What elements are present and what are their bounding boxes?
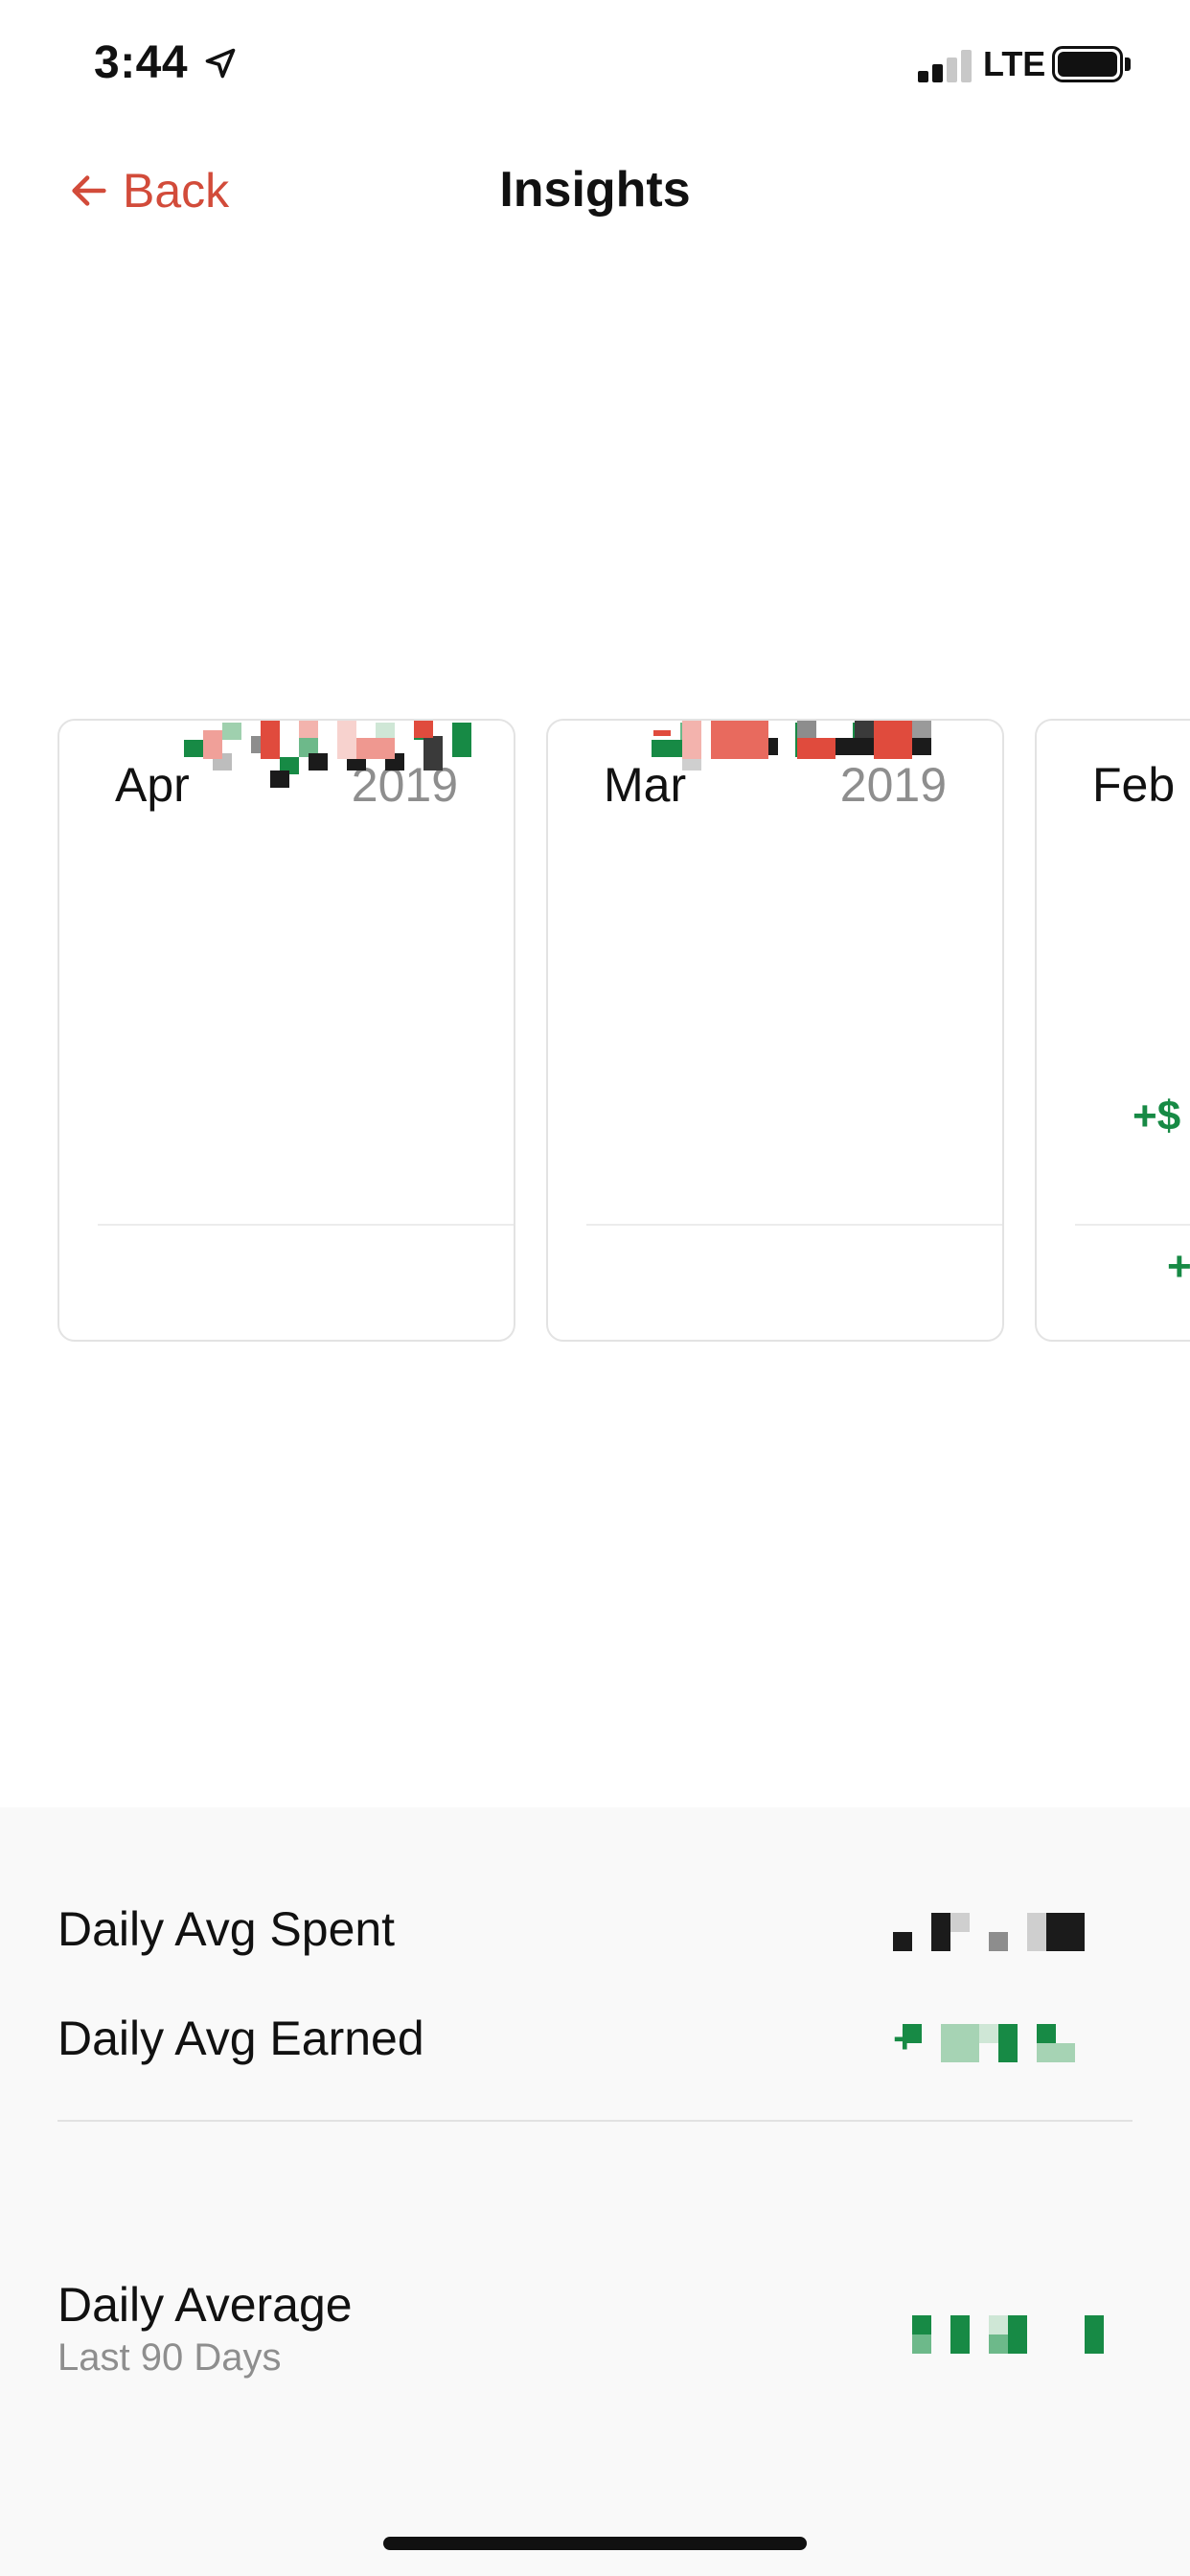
nav-bar: Back Insights <box>0 144 1190 249</box>
daily-average-label: Daily Average <box>57 2278 353 2332</box>
daily-avg-spent-label: Daily Avg Spent <box>57 1902 396 1956</box>
back-label: Back <box>123 164 230 218</box>
month-card-mar[interactable]: Mar 2019 <box>546 719 1004 1342</box>
home-indicator[interactable] <box>383 2537 807 2550</box>
status-time: 3:44 <box>94 37 189 88</box>
back-button[interactable]: Back <box>67 163 229 218</box>
month-card-apr[interactable]: Apr 2019 <box>57 719 515 1342</box>
daily-avg-spent-value-redacted <box>893 1913 1123 1961</box>
stats-panel: Daily Avg Spent Daily Avg Earned + Daily… <box>0 1807 1190 2576</box>
location-arrow-icon <box>205 48 236 79</box>
difference-amount-prefix: + <box>1167 1243 1190 1290</box>
daily-average-sublabel: Last 90 Days <box>57 2336 282 2379</box>
page-title: Insights <box>499 162 691 218</box>
card-divider <box>586 1224 1002 1226</box>
signal-strength-icon <box>918 50 973 82</box>
difference-amount-redacted <box>653 721 1002 790</box>
month-carousel[interactable]: Apr 2019 <box>0 719 1190 1344</box>
card-divider <box>98 1224 514 1226</box>
card-month: Feb <box>1092 758 1176 812</box>
arrow-left-icon <box>72 175 106 206</box>
card-month: Mar <box>604 758 687 812</box>
card-month: Apr <box>115 758 190 812</box>
daily-average-value-redacted <box>893 2315 1123 2363</box>
battery-icon <box>1052 46 1123 82</box>
network-type: LTE <box>983 44 1046 83</box>
battery-cap <box>1125 58 1131 71</box>
daily-avg-earned-value-redacted <box>893 2024 1123 2072</box>
card-divider <box>1075 1224 1190 1226</box>
difference-amount-redacted <box>203 721 514 790</box>
card-year: 2019 <box>839 758 947 812</box>
daily-avg-earned-label: Daily Avg Earned <box>57 2012 424 2065</box>
earned-amount-prefix: +$ <box>1133 1092 1181 1139</box>
status-bar: 3:44 LTE <box>0 0 1190 134</box>
month-card-feb[interactable]: Feb +$ + <box>1035 719 1190 1342</box>
stats-divider <box>57 2120 1133 2122</box>
